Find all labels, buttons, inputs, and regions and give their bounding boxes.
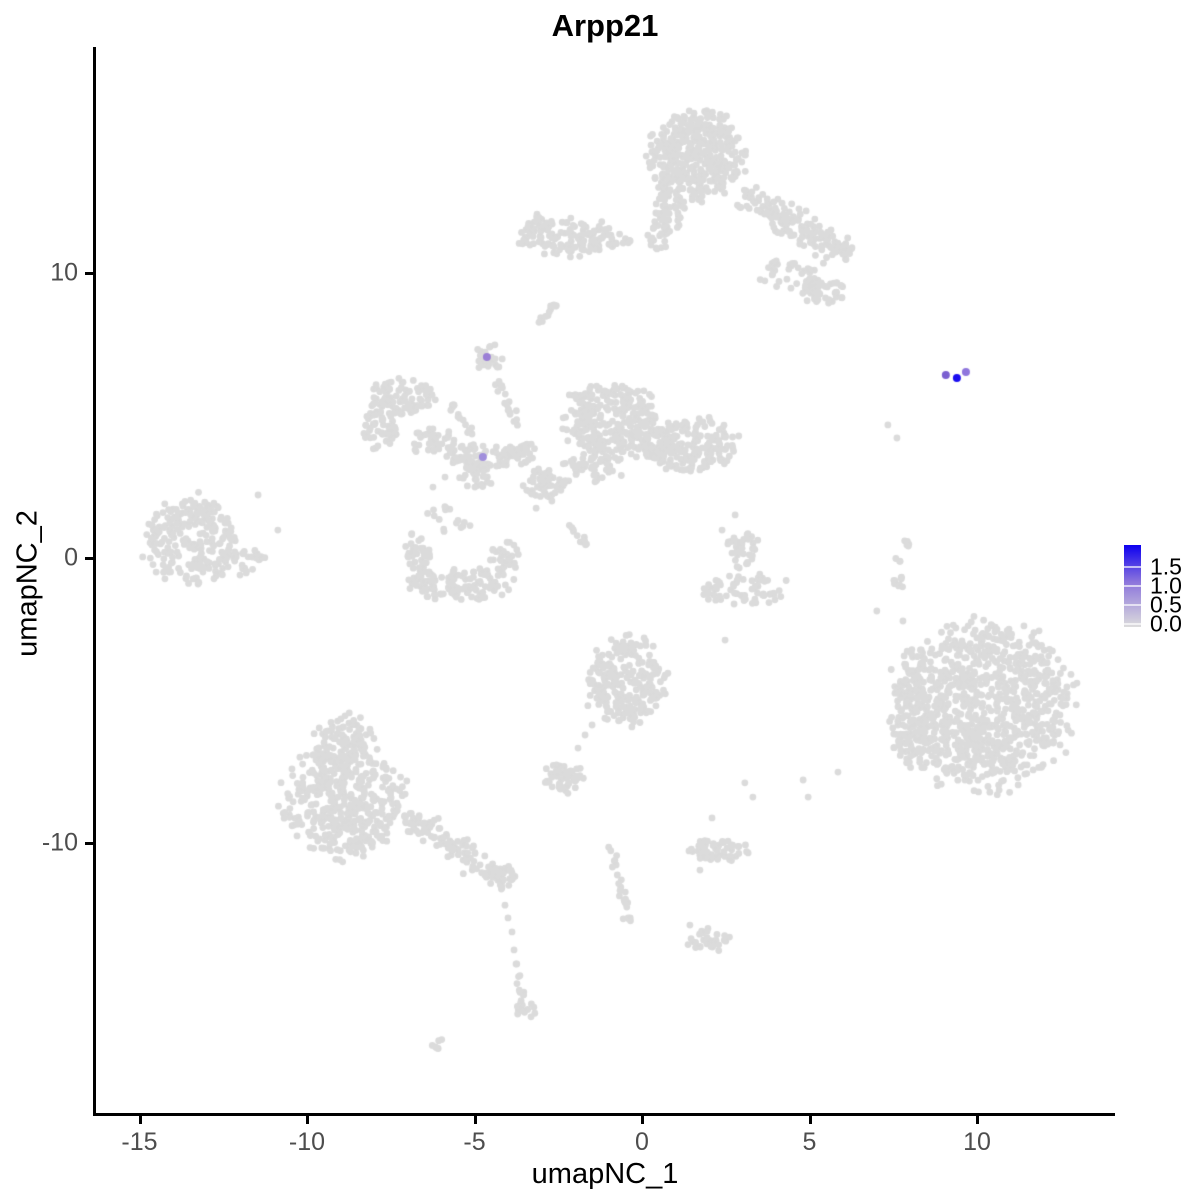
- legend-tick-label: 0.0: [1150, 610, 1182, 637]
- x-tick-label: -15: [121, 1128, 158, 1156]
- legend-bar-tick: [1124, 585, 1141, 587]
- x-tick-label: 0: [635, 1128, 649, 1156]
- x-tick-label: 10: [963, 1128, 991, 1156]
- y-tick-label: 10: [50, 258, 78, 287]
- y-tick-mark: [85, 557, 93, 560]
- legend-bar-tick: [1124, 566, 1141, 568]
- legend-colorbar: [1124, 545, 1141, 627]
- x-tick-label: -5: [463, 1128, 486, 1156]
- legend-tick-label: 0.5: [1150, 591, 1182, 618]
- y-tick-label: 0: [64, 543, 78, 572]
- x-tick-label: 5: [802, 1128, 817, 1156]
- x-axis-line: [93, 1113, 1115, 1116]
- legend-tick-label: 1.5: [1150, 553, 1182, 580]
- y-axis-title: umapNC_2: [11, 510, 44, 657]
- x-tick-mark: [808, 1116, 812, 1124]
- x-tick-mark: [641, 1116, 644, 1124]
- y-tick-label: -10: [41, 828, 78, 857]
- y-tick-mark: [85, 272, 93, 275]
- x-tick-mark: [976, 1116, 979, 1124]
- x-tick-mark: [138, 1116, 142, 1124]
- x-tick-mark: [306, 1116, 309, 1124]
- y-tick-mark: [85, 842, 93, 845]
- x-axis-title: umapNC_1: [531, 1158, 679, 1190]
- x-tick-mark: [473, 1116, 477, 1124]
- legend-bar-tick: [1124, 604, 1141, 606]
- x-tick-label: -10: [288, 1128, 326, 1156]
- legend-bar-tick: [1124, 623, 1141, 625]
- y-axis-line: [93, 47, 96, 1116]
- legend-tick-label: 1.0: [1150, 572, 1182, 599]
